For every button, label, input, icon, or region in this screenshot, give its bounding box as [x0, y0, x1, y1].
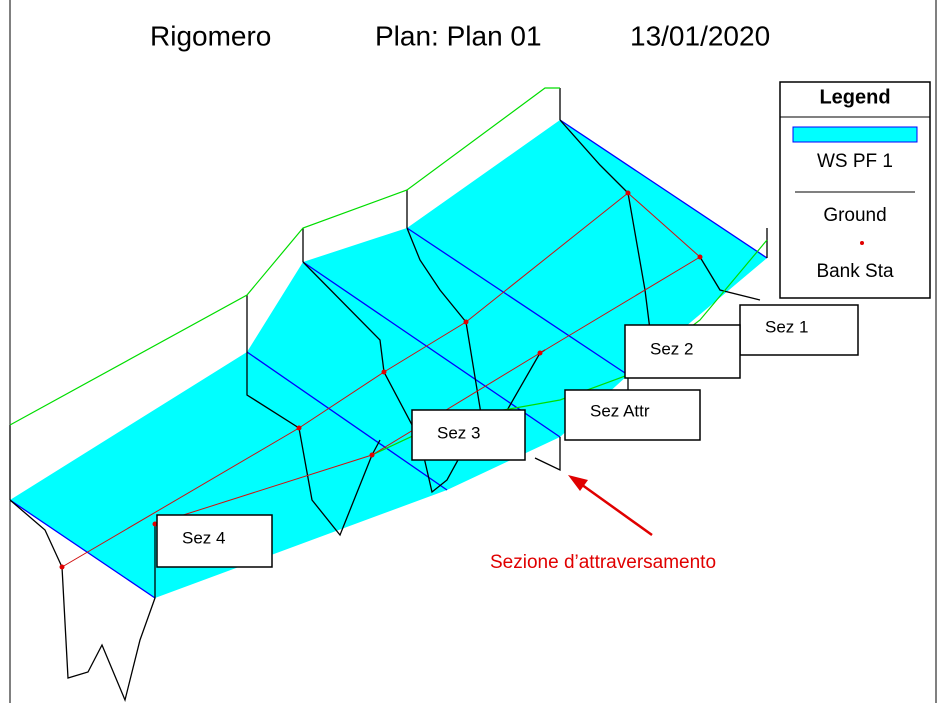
legend-item: WS PF 1: [817, 151, 893, 172]
legend-swatch-ws: [792, 126, 918, 143]
section-label: Sez 4: [182, 528, 225, 547]
legend-box: [779, 81, 931, 299]
title-plan: Plan: Plan 01: [375, 20, 542, 51]
water-surface: [10, 120, 767, 598]
channel-lines: [61, 192, 701, 568]
legend-item: Ground: [823, 205, 886, 226]
ground-lines: [9, 88, 768, 703]
title-project: Rigomero: [150, 20, 271, 51]
title-date: 13/01/2020: [630, 20, 770, 51]
legend-title: Legend: [819, 86, 890, 108]
section-boxes: [156, 304, 859, 568]
annotation-arrowhead: [568, 475, 588, 491]
section-label: Sez Attr: [590, 401, 650, 420]
section-label: Sez 2: [650, 339, 693, 358]
annotation: Sezione d’attraversamento: [490, 552, 716, 573]
title: Rigomero Plan: Plan 01 13/01/2020: [150, 20, 770, 51]
annotation-arrow: [577, 480, 653, 537]
legend-swatch-bank: [860, 241, 864, 245]
section-label: Sez 1: [765, 317, 808, 336]
legend-item: Bank Sta: [816, 261, 894, 282]
section-label: Sez 3: [437, 423, 480, 442]
bank-points: [59, 190, 703, 570]
